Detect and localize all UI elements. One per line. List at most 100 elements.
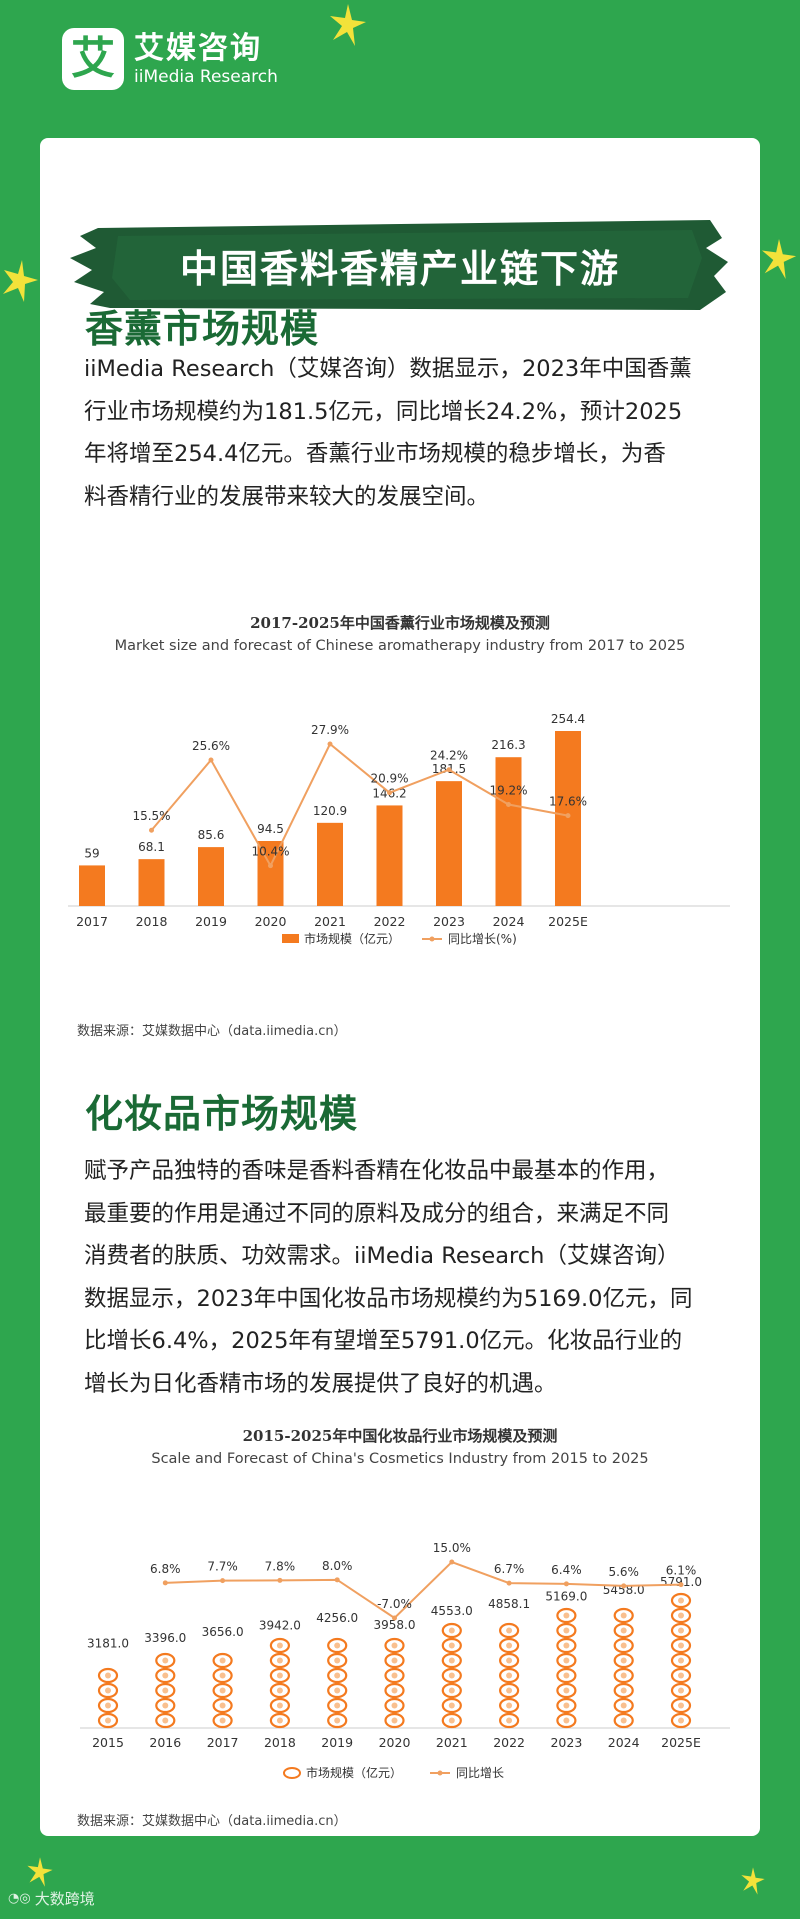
x-tick-label: 2021 [314, 914, 346, 929]
growth-rate-label: -7.0% [377, 1597, 412, 1611]
paragraph-line: 最重要的作用是通过不同的原料及成分的组合，来满足不同 [84, 1200, 670, 1227]
growth-rate-label: 8.0% [322, 1559, 353, 1573]
bar-symbol [269, 1697, 290, 1714]
x-tick-label: 2016 [149, 1735, 181, 1750]
bar-symbol [441, 1637, 462, 1654]
bar-symbol [613, 1637, 634, 1654]
bar-symbol [269, 1712, 290, 1729]
growth-rate-point [334, 1577, 340, 1583]
bar-symbol [499, 1712, 520, 1729]
pictorial-bar-market-size [499, 1622, 520, 1729]
legend-bar-label: 市场规模（亿元） [304, 931, 400, 946]
chart-1-title: 2017-2025年中国香薰行业市场规模及预测 [250, 614, 550, 632]
x-tick-label: 2022 [493, 1735, 525, 1750]
watermark-text: 大数跨境 [34, 1890, 95, 1908]
brand-name-en: iiMedia Research [134, 67, 278, 87]
bar-market-size [376, 805, 403, 906]
chart-1-source: 数据来源：艾媒数据中心（data.iimedia.cn） [77, 1024, 347, 1039]
bar-symbol [441, 1682, 462, 1699]
bar-symbol [613, 1652, 634, 1669]
bar-market-size [79, 865, 105, 906]
bar-symbol [670, 1637, 692, 1654]
paragraph-line: 增长为日化香精市场的发展提供了良好的机遇。 [84, 1370, 557, 1397]
bar-symbol [155, 1667, 176, 1684]
growth-rate-point [449, 1559, 455, 1565]
footer-watermark: ◔◎ 大数跨境 [8, 1888, 95, 1909]
x-tick-label: 2017 [76, 914, 108, 929]
bar-symbol [212, 1682, 233, 1699]
bar-symbol [269, 1652, 290, 1669]
chart-2-title-block: 2015-2025年中国化妆品行业市场规模及预测 Scale and Forec… [40, 1425, 760, 1467]
star-decoration-icon [330, 4, 366, 46]
bar-symbol [613, 1622, 634, 1639]
bar-symbol [327, 1652, 348, 1669]
bar-symbol [499, 1682, 520, 1699]
bar-symbol [327, 1712, 348, 1729]
legend-bar-label: 市场规模（亿元） [306, 1765, 402, 1780]
bar-data-label: 59 [84, 846, 99, 860]
bar-symbol [155, 1712, 176, 1729]
bar-symbol [384, 1682, 405, 1699]
bar-symbol [670, 1592, 692, 1609]
bar-data-label: 85.6 [198, 828, 225, 842]
bar-symbol [499, 1652, 520, 1669]
bar-symbol [441, 1712, 462, 1729]
paragraph-line: 料香精行业的发展带来较大的发展空间。 [84, 483, 490, 510]
logo-text: 艾媒咨询 iiMedia Research [134, 31, 278, 87]
bar-symbol [384, 1667, 405, 1684]
star-decoration-icon [741, 1867, 765, 1895]
x-tick-label: 2025E [661, 1735, 701, 1750]
paragraph-line: iiMedia Research（艾媒咨询）数据显示，2023年中国香薰 [84, 356, 692, 382]
x-tick-label: 2019 [195, 914, 227, 929]
bar-symbol [97, 1712, 119, 1729]
growth-rate-point [327, 741, 333, 747]
bar-symbol [155, 1697, 176, 1714]
growth-rate-label: 20.9% [370, 772, 408, 786]
x-tick-label: 2020 [255, 914, 287, 929]
bar-symbol [499, 1667, 520, 1684]
bar-symbol [212, 1652, 233, 1669]
pictorial-bar-market-size [441, 1622, 462, 1729]
chart-2-subtitle: Scale and Forecast of China's Cosmetics … [151, 1451, 649, 1467]
section-title-cosmetics: 化妆品市场规模 [85, 1092, 359, 1136]
growth-rate-line [165, 1560, 682, 1620]
growth-rate-label: 6.4% [551, 1563, 582, 1577]
x-tick-label: 2022 [374, 914, 406, 929]
bar-market-size [555, 731, 581, 906]
section-paragraph-aromatherapy: iiMedia Research（艾媒咨询）数据显示，2023年中国香薰 行业市… [84, 348, 724, 518]
growth-rate-point [149, 827, 154, 833]
paragraph-line: 赋予产品独特的香味是香料香精在化妆品中最基本的作用， [84, 1158, 670, 1184]
bar-symbol [269, 1682, 290, 1699]
bar-symbol [441, 1667, 462, 1684]
bar-symbol [384, 1712, 405, 1729]
bar-symbol [327, 1697, 348, 1714]
x-tick-label: 2018 [264, 1735, 296, 1750]
growth-rate-point [277, 1577, 283, 1583]
bar-market-size [198, 847, 224, 906]
x-tick-label: 2023 [550, 1735, 582, 1750]
bar-data-label: 4858.1 [488, 1597, 530, 1611]
chart-2-title: 2015-2025年中国化妆品行业市场规模及预测 [242, 1427, 558, 1445]
brand-name-cn: 艾媒咨询 [134, 31, 262, 66]
bar-symbol [556, 1607, 577, 1624]
legend-bar-swatch [282, 934, 299, 943]
x-tick-label: 2019 [321, 1735, 353, 1750]
growth-rate-point [387, 790, 392, 796]
growth-rate-label: 6.7% [494, 1562, 524, 1576]
bar-symbol [670, 1622, 692, 1639]
paragraph-line: 行业市场规模约为181.5亿元，同比增长24.2%，预计2025 [84, 398, 683, 425]
banner-title: 中国香料香精产业链下游 [179, 247, 620, 291]
bar-symbol [556, 1667, 577, 1684]
bar-symbol [556, 1652, 577, 1669]
growth-rate-label: 19.2% [489, 783, 527, 797]
growth-rate-label: 10.4% [251, 845, 289, 859]
bar-data-label: 3181.0 [87, 1636, 129, 1650]
bar-symbol [155, 1652, 176, 1669]
bar-symbol [613, 1667, 634, 1684]
bar-symbol [327, 1682, 348, 1699]
bar-symbol [327, 1667, 348, 1684]
watermark-icon: ◔◎ [8, 1891, 31, 1906]
bar-symbol [212, 1712, 233, 1729]
growth-rate-label: 6.8% [150, 1562, 181, 1576]
growth-rate-point [506, 801, 511, 807]
